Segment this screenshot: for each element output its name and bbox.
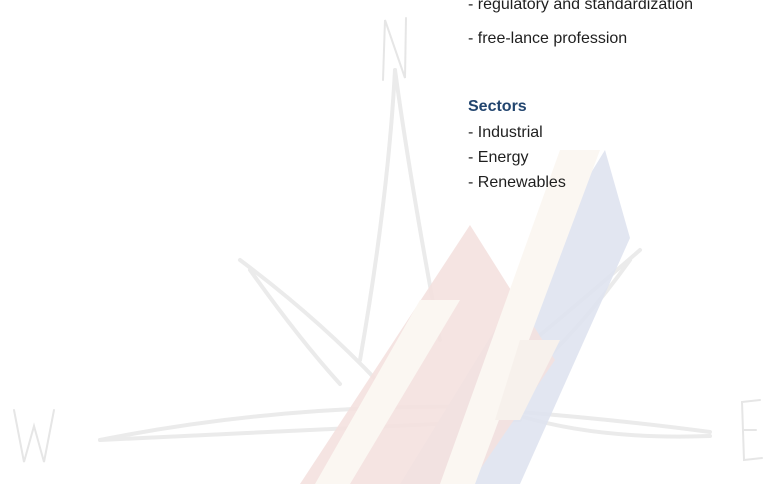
sectors-list: - Industrial - Energy - Renewables <box>468 120 566 195</box>
east-letter <box>740 399 763 462</box>
list-item: - Industrial <box>468 124 543 141</box>
north-letter <box>382 17 407 81</box>
profession-item-freelance: - free-lance profession <box>468 30 628 47</box>
west-letter <box>13 409 55 463</box>
profession-item-regulatory: - regulatory and standardization <box>468 0 694 13</box>
list-item: - Energy <box>468 149 529 166</box>
sectors-heading: Sectors <box>468 98 527 115</box>
list-item: - Renewables <box>468 174 566 191</box>
